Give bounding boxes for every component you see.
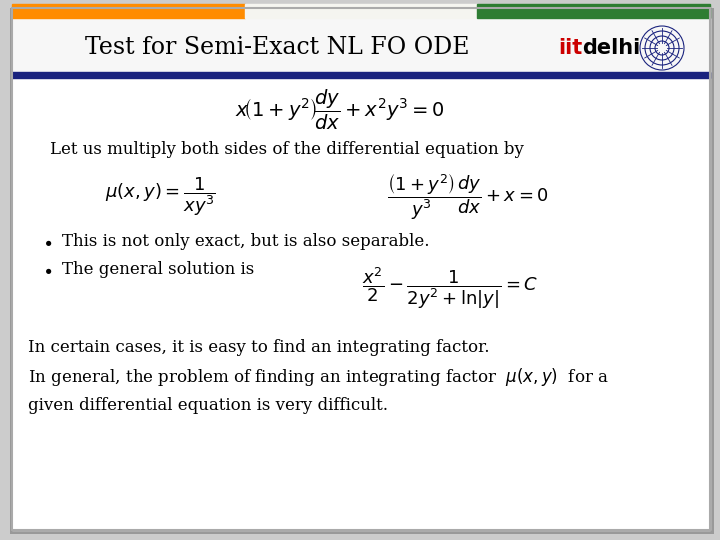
Bar [12,18,710,72]
Text: $\mu(x,y)=\dfrac{1}{xy^3}$: $\mu(x,y)=\dfrac{1}{xy^3}$ [104,176,215,218]
Text: The general solution is: The general solution is [62,261,254,279]
Text: $\dfrac{\left(1+y^2\right)}{y^3}\dfrac{dy}{dx}+x=0$: $\dfrac{\left(1+y^2\right)}{y^3}\dfrac{d… [387,172,549,222]
Bar [12,72,710,78]
Text: This is not only exact, but is also separable.: This is not only exact, but is also sepa… [62,233,430,251]
Text: Let us multiply both sides of the differential equation by: Let us multiply both sides of the differ… [50,141,524,159]
FancyBboxPatch shape [10,8,714,534]
Text: In certain cases, it is easy to find an integrating factor.: In certain cases, it is easy to find an … [28,339,490,355]
Text: $\dfrac{x^2}{2}-\dfrac{1}{2y^2+\ln|y|}=C$: $\dfrac{x^2}{2}-\dfrac{1}{2y^2+\ln|y|}=C… [362,265,538,311]
Bar [477,4,710,18]
Bar [12,4,245,18]
Text: $\bullet$: $\bullet$ [42,261,53,279]
Text: In general, the problem of finding an integrating factor  $\mu(x, y)$  for a: In general, the problem of finding an in… [28,366,609,388]
Bar [245,4,477,18]
Text: $x\!\left(1+y^2\right)\!\dfrac{dy}{dx}+x^2y^3=0$: $x\!\left(1+y^2\right)\!\dfrac{dy}{dx}+x… [235,88,445,132]
Text: $\bullet$: $\bullet$ [42,233,53,251]
Text: delhi: delhi [582,38,640,58]
Text: iit: iit [558,38,582,58]
Text: Test for Semi-Exact NL FO ODE: Test for Semi-Exact NL FO ODE [85,37,469,59]
Text: given differential equation is very difficult.: given differential equation is very diff… [28,396,388,414]
